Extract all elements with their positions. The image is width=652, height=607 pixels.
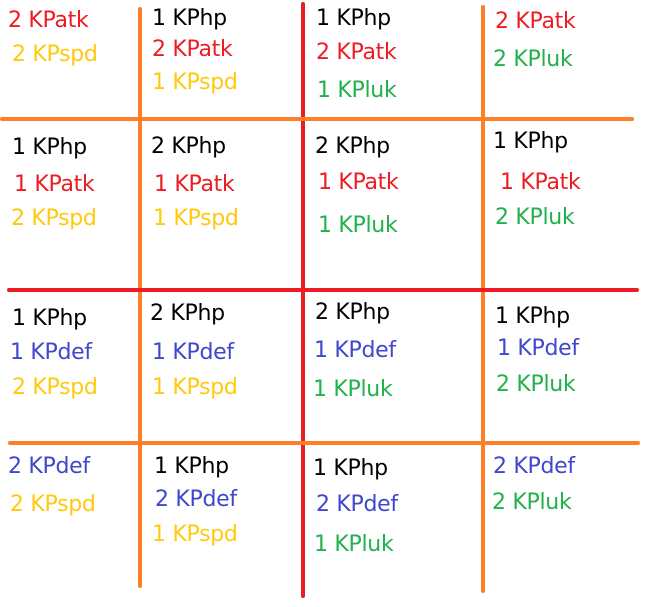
vertical-divider-line <box>301 2 305 598</box>
stat-label-def: 2 KPdef <box>155 487 237 512</box>
stat-label-luk: 2 KPluk <box>493 47 573 72</box>
stat-label-atk: 1 KPatk <box>318 170 399 195</box>
stat-label-hp: 1 KPhp <box>12 306 87 331</box>
stat-label-hp: 1 KPhp <box>313 456 388 481</box>
stat-label-def: 2 KPdef <box>8 454 90 479</box>
stat-label-luk: 1 KPluk <box>318 213 398 238</box>
stat-label-spd: 2 KPspd <box>11 206 97 231</box>
stat-label-def: 1 KPdef <box>497 336 579 361</box>
stat-label-spd: 2 KPspd <box>10 492 96 517</box>
stat-label-hp: 2 KPhp <box>151 134 226 159</box>
stat-label-luk: 2 KPluk <box>496 372 576 397</box>
stat-label-spd: 1 KPspd <box>152 522 238 547</box>
stat-label-def: 1 KPdef <box>10 340 92 365</box>
stat-label-spd: 1 KPspd <box>152 70 238 95</box>
stat-label-atk: 2 KPatk <box>8 8 89 33</box>
stat-label-spd: 1 KPspd <box>152 375 238 400</box>
stat-label-hp: 1 KPhp <box>152 6 227 31</box>
stat-label-def: 2 KPdef <box>493 454 575 479</box>
stat-label-def: 1 KPdef <box>314 338 396 363</box>
stat-label-def: 2 KPdef <box>316 492 398 517</box>
horizontal-divider-line <box>8 441 640 445</box>
stat-label-spd: 2 KPspd <box>12 375 98 400</box>
vertical-divider-line <box>481 5 485 593</box>
stat-label-hp: 1 KPhp <box>154 454 229 479</box>
stat-label-atk: 1 KPatk <box>154 172 235 197</box>
stat-label-hp: 2 KPhp <box>315 134 390 159</box>
stat-label-spd: 1 KPspd <box>153 206 239 231</box>
stat-label-luk: 1 KPluk <box>317 78 397 103</box>
stat-label-atk: 1 KPatk <box>500 170 581 195</box>
stat-label-atk: 2 KPatk <box>152 37 233 62</box>
stat-label-luk: 1 KPluk <box>313 377 393 402</box>
vertical-divider-line <box>138 7 142 588</box>
stat-label-atk: 2 KPatk <box>495 9 576 34</box>
stat-label-hp: 2 KPhp <box>150 301 225 326</box>
stat-label-spd: 2 KPspd <box>12 42 98 67</box>
stat-label-hp: 1 KPhp <box>495 304 570 329</box>
stat-label-atk: 1 KPatk <box>14 172 95 197</box>
stat-label-hp: 1 KPhp <box>493 129 568 154</box>
horizontal-divider-line <box>0 117 634 121</box>
stat-label-hp: 1 KPhp <box>316 6 391 31</box>
stat-label-hp: 1 KPhp <box>12 135 87 160</box>
horizontal-divider-line <box>7 288 639 292</box>
stat-label-def: 1 KPdef <box>152 340 234 365</box>
stat-label-atk: 2 KPatk <box>316 40 397 65</box>
stat-label-luk: 2 KPluk <box>492 490 572 515</box>
stat-label-hp: 2 KPhp <box>315 300 390 325</box>
stat-label-luk: 1 KPluk <box>314 532 394 557</box>
stat-label-luk: 2 KPluk <box>495 205 575 230</box>
